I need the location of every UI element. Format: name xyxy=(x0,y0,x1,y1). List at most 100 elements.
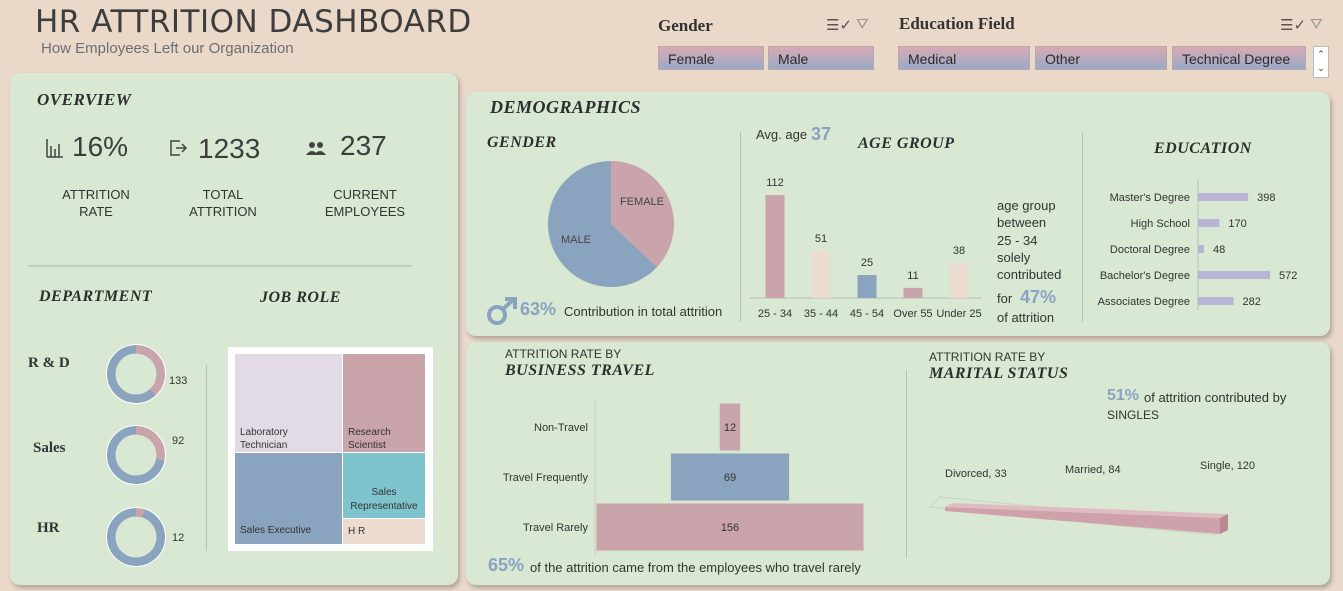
marital-title: MARITAL STATUS xyxy=(929,365,1069,382)
edu-category-label: Doctoral Degree xyxy=(1110,244,1190,256)
treemap-tile-sales-exec[interactable]: Sales Executive xyxy=(235,453,342,544)
treemap-tile-research-scientist[interactable]: Research Scientist xyxy=(343,354,425,452)
marital-stat-text: of attrition contributed by xyxy=(1144,390,1287,405)
slicer-scrollbar[interactable]: ⌃ ⌄ xyxy=(1313,46,1329,78)
current-employees-label: CURRENT EMPLOYEES xyxy=(324,187,406,219)
age-bar-value: 51 xyxy=(815,233,827,245)
treemap-tile-lab-tech[interactable]: Laboratory Technician xyxy=(235,354,342,452)
edu-category-label: High School xyxy=(1131,218,1190,230)
age-tick-label: 45 - 54 xyxy=(850,308,884,320)
donut-ring xyxy=(106,507,166,567)
demographics-title: DEMOGRAPHICS xyxy=(490,97,642,117)
slicer-option-male[interactable]: Male xyxy=(768,46,874,70)
clear-filter-icon[interactable]: ⛛ xyxy=(1310,16,1323,33)
slicer-option-technical-degree[interactable]: Technical Degree xyxy=(1172,46,1306,70)
travel-stat-text: of the attrition came from the employees… xyxy=(530,560,861,575)
age-note-line: contributed xyxy=(997,267,1062,283)
edu-bar xyxy=(1198,245,1205,253)
gender-stat-text: Contribution in total attrition xyxy=(564,304,723,319)
age-bar-value: 38 xyxy=(953,245,965,257)
dept-donut-rd xyxy=(106,344,166,404)
gender-pie xyxy=(548,161,674,287)
male-symbol-icon xyxy=(487,297,517,325)
age-tick-label: 35 - 44 xyxy=(804,308,838,320)
treemap-label: H R xyxy=(348,526,366,537)
education-title: EDUCATION xyxy=(1154,140,1252,157)
job-role-treemap: Laboratory Technician Research Scientist… xyxy=(228,347,433,551)
edu-bar-value: 282 xyxy=(1242,296,1260,308)
dept-value-hr: 12 xyxy=(172,532,185,544)
clear-filter-icon[interactable]: ⛛ xyxy=(856,16,869,33)
marital-data-label: Divorced, 33 xyxy=(945,468,1007,480)
age-group-title: AGE GROUP xyxy=(858,135,955,152)
avg-age-label: Avg. age xyxy=(756,127,808,142)
gender-slicer-title: Gender xyxy=(658,16,713,35)
multi-select-icon[interactable]: ☰✓ xyxy=(826,17,853,34)
age-note: age group between 25 - 34 solely contrib… xyxy=(997,197,1061,283)
age-note-for: for xyxy=(997,291,1013,306)
slicer-option-other[interactable]: Other xyxy=(1035,46,1167,70)
donut-outline xyxy=(106,425,166,485)
age-bar xyxy=(857,275,877,298)
exit-icon xyxy=(170,140,188,156)
treemap-label: Sales Representative xyxy=(350,487,418,512)
multi-select-icon[interactable]: ☰✓ xyxy=(1280,17,1307,34)
edu-bar-value: 170 xyxy=(1228,218,1246,230)
marital-data-label: Married, 84 xyxy=(1065,464,1121,476)
edu-bar-value: 572 xyxy=(1279,270,1297,282)
overview-title: OVERVIEW xyxy=(37,90,132,109)
total-attrition-value: 1233 xyxy=(198,133,261,164)
age-note-line: age group xyxy=(997,198,1056,213)
travel-bar-value: 156 xyxy=(721,522,739,534)
dept-label-rd: R & D xyxy=(28,355,70,371)
travel-divider xyxy=(906,370,907,558)
gender-stat-value: 63% xyxy=(520,299,557,319)
travel-category-label: Travel Rarely xyxy=(523,522,588,534)
travel-bar-value: 12 xyxy=(724,422,736,434)
marital-stat-text2: SINGLES xyxy=(1107,408,1160,422)
travel-bar xyxy=(670,453,790,501)
dept-donut-sales xyxy=(106,425,166,485)
current-employees-value: 237 xyxy=(340,130,387,161)
education-field-slicer-title: Education Field xyxy=(899,14,1015,33)
age-bar xyxy=(811,251,831,298)
travel-bar xyxy=(596,503,864,551)
dept-value-sales: 92 xyxy=(172,435,185,447)
dashboard-subtitle: How Employees Left our Organization xyxy=(41,40,294,57)
edu-bar xyxy=(1198,271,1270,279)
slicer-option-female[interactable]: Female xyxy=(658,46,764,70)
age-note-tail: of attrition xyxy=(997,310,1055,325)
edu-category-label: Master's Degree xyxy=(1110,192,1190,204)
dashboard-title: HR ATTRITION DASHBOARD xyxy=(35,4,472,40)
travel-title: BUSINESS TRAVEL xyxy=(505,362,655,379)
demo-divider-2 xyxy=(1082,132,1083,322)
donut-segment xyxy=(106,425,166,485)
age-bar xyxy=(949,263,969,298)
age-bar-value: 112 xyxy=(766,177,784,189)
dept-label-sales: Sales xyxy=(33,440,66,456)
marital-stat-value: 51% xyxy=(1107,387,1140,404)
age-note-pct: 47% xyxy=(1020,287,1057,307)
travel-category-label: Travel Frequently xyxy=(503,472,589,484)
treemap-tile-sales-rep[interactable]: Sales Representative xyxy=(343,453,425,518)
age-note-line: solely xyxy=(997,249,1031,265)
pie-slice-male xyxy=(548,161,657,287)
age-note-line: between xyxy=(997,215,1047,231)
treemap-tile-hr[interactable]: H R xyxy=(343,519,425,544)
gender-title: GENDER xyxy=(487,134,557,151)
marital-status-chart: Divorced, 33 Married, 84 Single, 120 xyxy=(928,460,1255,536)
donut-outline xyxy=(106,507,166,567)
age-bar-value: 11 xyxy=(907,270,918,282)
marital-data-label: Single, 120 xyxy=(1200,460,1255,472)
dept-divider xyxy=(206,365,207,551)
edu-category-label: Associates Degree xyxy=(1098,296,1190,308)
total-attrition-label: TOTAL ATTRITION xyxy=(189,187,257,219)
age-tick-label: Under 25 xyxy=(936,308,981,320)
attrition-rate-label: ATTRITION RATE xyxy=(62,187,130,219)
treemap-label: Research Scientist xyxy=(348,427,391,451)
business-travel-chart: Non-Travel 12 Travel Frequently 69 Travel Ra… xyxy=(503,400,864,555)
edu-bar xyxy=(1198,297,1234,305)
slicer-option-medical[interactable]: Medical xyxy=(898,46,1030,70)
pie-label-female: FEMALE xyxy=(620,196,665,208)
marital-head-small: ATTRITION RATE BY xyxy=(929,350,1046,364)
